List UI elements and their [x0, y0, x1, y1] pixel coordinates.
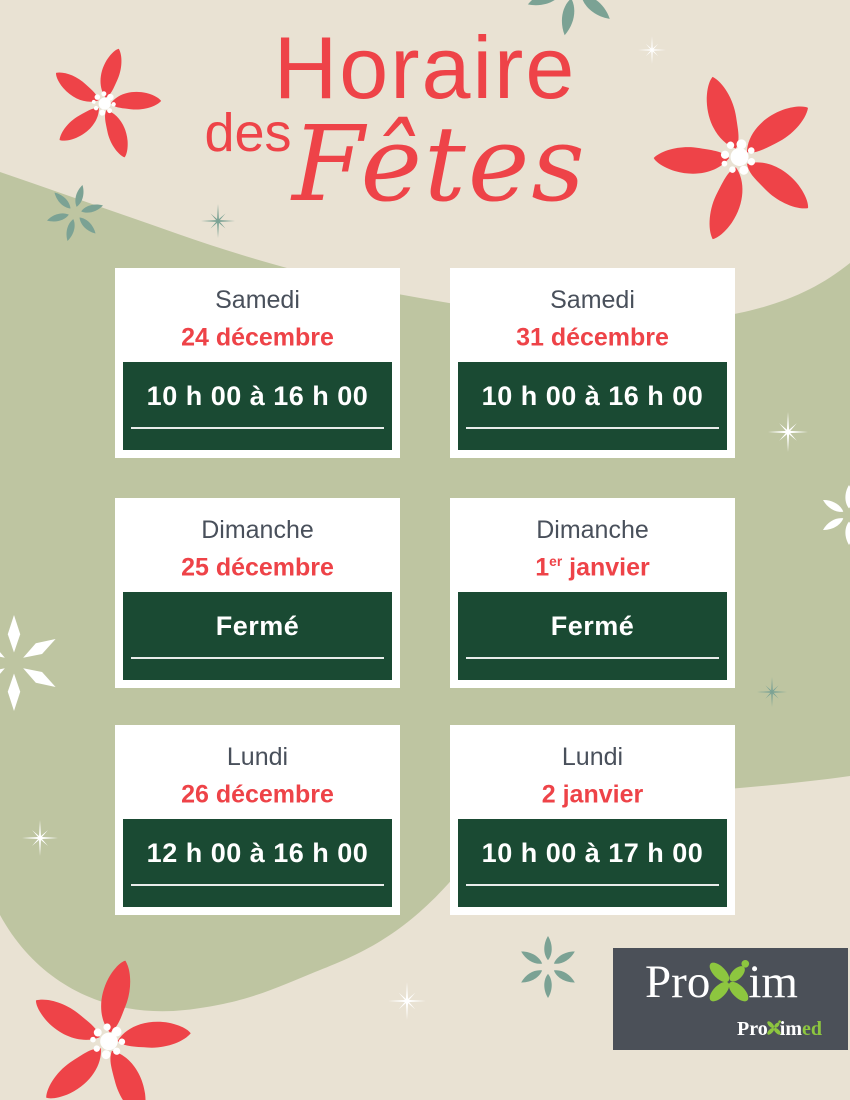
schedule-card: Samedi 24 décembre 10 h 00 à 16 h 00 — [115, 268, 400, 458]
card-date-text: 1 — [535, 553, 550, 582]
card-hours-band: 10 h 00 à 16 h 00 — [458, 362, 727, 450]
schedule-card: Dimanche 1er janvier Fermé — [450, 498, 735, 688]
card-date: 2 janvier — [458, 772, 727, 811]
card-date: 1er janvier — [458, 545, 727, 584]
card-hours-band: 10 h 00 à 17 h 00 — [458, 819, 727, 907]
proximed-text-post: ed — [802, 1018, 822, 1040]
card-header: Lundi 2 janvier — [458, 725, 727, 819]
hours-underline — [466, 657, 719, 659]
card-header: Samedi 31 décembre — [458, 268, 727, 362]
schedule-card: Dimanche 25 décembre Fermé — [115, 498, 400, 688]
card-hours-band: Fermé — [458, 592, 727, 680]
title-fetes: Fêtes — [292, 103, 587, 225]
card-hours: 12 h 00 à 16 h 00 — [146, 838, 369, 868]
proximed-x-leaf-icon — [765, 1020, 782, 1036]
card-date: 25 décembre — [123, 545, 392, 584]
title-horaire: Horaire — [273, 18, 577, 117]
proximed-text-mid: im — [779, 1018, 802, 1040]
title-des: des — [204, 103, 292, 163]
hours-underline — [131, 657, 384, 659]
card-header: Samedi 24 décembre — [123, 268, 392, 362]
hours-underline — [466, 884, 719, 886]
card-header: Lundi 26 décembre — [123, 725, 392, 819]
card-date: 26 décembre — [123, 772, 392, 811]
card-date: 24 décembre — [123, 315, 392, 354]
proxim-x-leaf-icon — [706, 958, 752, 1005]
card-day: Dimanche — [201, 516, 314, 544]
proximed-text-pre: Pro — [737, 1018, 768, 1040]
proxim-wordmark: Pro im — [613, 959, 848, 1006]
card-date-text: 24 décembre — [181, 323, 334, 352]
hours-underline — [131, 427, 384, 429]
card-date-superscript: er — [549, 554, 563, 569]
hours-underline — [131, 884, 384, 886]
proxim-logo: Pro im Pro im ed — [613, 948, 848, 1050]
card-hours: 10 h 00 à 17 h 00 — [481, 838, 704, 868]
card-day: Samedi — [215, 286, 300, 314]
card-hours-band: 12 h 00 à 16 h 00 — [123, 819, 392, 907]
card-date-text: 26 décembre — [181, 780, 334, 809]
top-beige-blob — [0, 0, 850, 324]
card-hours: Fermé — [550, 611, 635, 641]
schedule-card: Samedi 31 décembre 10 h 00 à 16 h 00 — [450, 268, 735, 458]
card-date-text: 25 décembre — [181, 553, 334, 582]
schedule-card: Lundi 26 décembre 12 h 00 à 16 h 00 — [115, 725, 400, 915]
card-hours: 10 h 00 à 16 h 00 — [481, 381, 704, 411]
card-day: Dimanche — [536, 516, 649, 544]
card-header: Dimanche 1er janvier — [458, 498, 727, 592]
proximed-wordmark: Pro im ed — [737, 1019, 822, 1039]
card-date-text: 31 décembre — [516, 323, 669, 352]
proxim-text-pre: Pro — [645, 956, 711, 1008]
card-day: Lundi — [561, 743, 624, 771]
card-header: Dimanche 25 décembre — [123, 498, 392, 592]
card-date-tail: janvier — [562, 553, 650, 582]
schedule-card: Lundi 2 janvier 10 h 00 à 17 h 00 — [450, 725, 735, 915]
card-hours: 10 h 00 à 16 h 00 — [146, 381, 369, 411]
proxim-text-post: im — [748, 956, 798, 1008]
card-hours-band: 10 h 00 à 16 h 00 — [123, 362, 392, 450]
hours-underline — [466, 427, 719, 429]
card-date-text: 2 janvier — [541, 780, 644, 809]
card-hours: Fermé — [215, 611, 300, 641]
card-date: 31 décembre — [458, 315, 727, 354]
card-day: Samedi — [550, 286, 635, 314]
card-day: Lundi — [226, 743, 289, 771]
card-hours-band: Fermé — [123, 592, 392, 680]
